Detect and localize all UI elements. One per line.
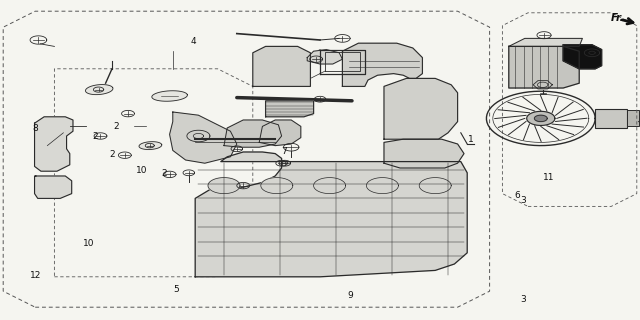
Text: 11: 11 xyxy=(543,173,555,182)
Polygon shape xyxy=(384,139,464,168)
Polygon shape xyxy=(314,178,346,194)
Polygon shape xyxy=(589,51,595,54)
Text: 10: 10 xyxy=(83,239,94,248)
Polygon shape xyxy=(527,111,555,125)
Polygon shape xyxy=(195,152,467,277)
Text: 2: 2 xyxy=(92,132,97,140)
Polygon shape xyxy=(35,176,72,198)
Polygon shape xyxy=(86,84,113,95)
Polygon shape xyxy=(266,101,314,117)
Text: 4: 4 xyxy=(191,37,196,46)
Text: 8: 8 xyxy=(33,124,38,133)
Polygon shape xyxy=(307,50,342,64)
Polygon shape xyxy=(419,178,451,194)
Polygon shape xyxy=(534,115,547,122)
Text: 3: 3 xyxy=(521,295,526,304)
Text: 3: 3 xyxy=(521,196,526,204)
Polygon shape xyxy=(139,142,162,149)
Text: 12: 12 xyxy=(29,271,41,280)
Text: 10: 10 xyxy=(136,166,148,175)
Polygon shape xyxy=(170,112,237,163)
Polygon shape xyxy=(342,43,422,86)
Polygon shape xyxy=(384,78,458,139)
Polygon shape xyxy=(259,120,301,146)
Polygon shape xyxy=(224,120,282,147)
Text: 1: 1 xyxy=(468,135,473,144)
Polygon shape xyxy=(509,38,582,46)
Text: 9: 9 xyxy=(348,292,353,300)
Text: 2: 2 xyxy=(162,169,167,178)
Polygon shape xyxy=(261,178,293,194)
Text: 7: 7 xyxy=(282,147,287,156)
Bar xyxy=(595,109,627,128)
Text: 2: 2 xyxy=(109,150,115,159)
Text: Fr.: Fr. xyxy=(611,12,625,23)
Text: 2: 2 xyxy=(114,122,119,131)
Text: 6: 6 xyxy=(515,191,520,200)
Polygon shape xyxy=(367,178,398,194)
Polygon shape xyxy=(509,46,579,88)
Polygon shape xyxy=(563,45,602,69)
Polygon shape xyxy=(253,46,310,86)
Polygon shape xyxy=(35,117,73,171)
Text: 5: 5 xyxy=(173,285,179,294)
Polygon shape xyxy=(208,178,240,194)
Polygon shape xyxy=(152,91,188,101)
Polygon shape xyxy=(584,49,600,57)
Bar xyxy=(627,110,639,126)
